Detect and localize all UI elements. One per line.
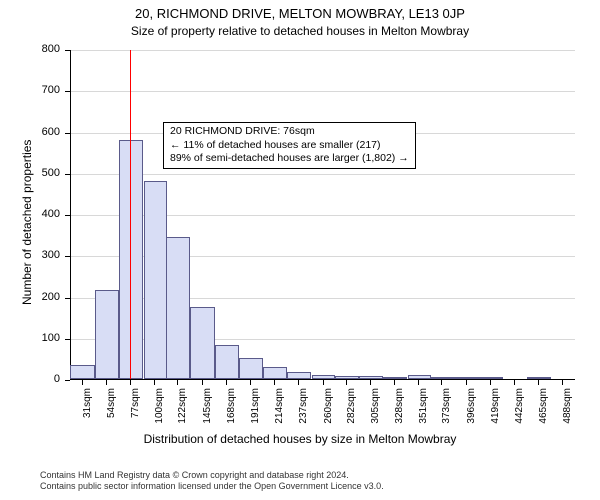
chart-title: 20, RICHMOND DRIVE, MELTON MOWBRAY, LE13… [0,6,600,21]
y-tick-mark [65,339,70,340]
x-tick-label: 191sqm [250,388,261,438]
histogram-bar [383,377,407,379]
annotation-box: 20 RICHMOND DRIVE: 76sqm← 11% of detache… [163,122,416,169]
y-tick-mark [65,380,70,381]
x-tick-label: 328sqm [394,388,405,438]
histogram-bar [263,367,287,379]
histogram-bar [239,358,263,379]
y-tick-label: 0 [30,373,60,385]
chart-subtitle: Size of property relative to detached ho… [0,24,600,38]
y-tick-label: 100 [30,332,60,344]
histogram-bar [408,375,431,379]
x-tick-mark [514,380,515,385]
x-tick-mark [226,380,227,385]
x-tick-mark [562,380,563,385]
x-tick-label: 465sqm [538,388,549,438]
credit-line2: Contains public sector information licen… [40,481,384,492]
y-tick-label: 600 [30,126,60,138]
x-tick-mark [298,380,299,385]
y-tick-label: 800 [30,43,60,55]
x-tick-label: 214sqm [274,388,285,438]
y-tick-mark [65,256,70,257]
y-tick-mark [65,298,70,299]
y-tick-mark [65,133,70,134]
annotation-line3: 89% of semi-detached houses are larger (… [170,152,409,166]
x-tick-label: 237sqm [298,388,309,438]
histogram-bar [95,290,119,379]
credit-text: Contains HM Land Registry data © Crown c… [40,470,384,493]
x-tick-mark [323,380,324,385]
chart-container: 20, RICHMOND DRIVE, MELTON MOWBRAY, LE13… [0,0,600,500]
x-tick-label: 373sqm [441,388,452,438]
x-tick-label: 31sqm [82,388,93,438]
x-tick-label: 351sqm [418,388,429,438]
annotation-line2: ← 11% of detached houses are smaller (21… [170,139,409,153]
histogram-bar [430,377,454,379]
x-tick-mark [106,380,107,385]
histogram-bar [215,345,239,379]
y-tick-mark [65,50,70,51]
x-tick-label: 260sqm [323,388,334,438]
x-tick-label: 145sqm [202,388,213,438]
x-tick-mark [250,380,251,385]
histogram-bar [119,140,143,379]
y-axis-label: Number of detached properties [20,140,34,305]
x-tick-label: 122sqm [177,388,188,438]
annotation-line1: 20 RICHMOND DRIVE: 76sqm [170,125,409,139]
x-tick-label: 100sqm [154,388,165,438]
property-marker-line [130,50,131,379]
x-tick-label: 168sqm [226,388,237,438]
histogram-bar [312,375,335,379]
x-tick-mark [370,380,371,385]
x-tick-mark [202,380,203,385]
grid-line [71,91,575,92]
histogram-bar [287,372,311,379]
credit-line1: Contains HM Land Registry data © Crown c… [40,470,384,481]
x-tick-mark [418,380,419,385]
x-tick-label: 282sqm [346,388,357,438]
y-tick-label: 700 [30,84,60,96]
histogram-bar [70,365,94,379]
x-tick-mark [441,380,442,385]
y-tick-label: 300 [30,249,60,261]
x-tick-label: 419sqm [490,388,501,438]
histogram-bar [454,377,478,379]
plot-area: 20 RICHMOND DRIVE: 76sqm← 11% of detache… [70,50,575,380]
x-tick-label: 442sqm [514,388,525,438]
histogram-bar [335,376,359,379]
x-tick-mark [154,380,155,385]
y-tick-mark [65,174,70,175]
x-tick-mark [490,380,491,385]
grid-line [71,50,575,51]
histogram-bar [166,237,190,379]
histogram-bar [527,377,551,379]
y-tick-mark [65,215,70,216]
y-tick-label: 400 [30,208,60,220]
x-tick-mark [82,380,83,385]
y-tick-label: 500 [30,167,60,179]
histogram-bar [144,181,167,379]
x-tick-mark [130,380,131,385]
x-tick-label: 488sqm [562,388,573,438]
x-tick-mark [394,380,395,385]
y-tick-label: 200 [30,291,60,303]
x-tick-label: 77sqm [130,388,141,438]
x-tick-label: 396sqm [466,388,477,438]
x-tick-mark [466,380,467,385]
x-tick-label: 305sqm [370,388,381,438]
x-tick-mark [346,380,347,385]
y-tick-mark [65,91,70,92]
histogram-bar [479,377,503,379]
x-tick-label: 54sqm [106,388,117,438]
x-tick-mark [274,380,275,385]
x-tick-mark [538,380,539,385]
histogram-bar [359,376,383,379]
x-tick-mark [177,380,178,385]
histogram-bar [190,307,214,379]
grid-line [71,174,575,175]
